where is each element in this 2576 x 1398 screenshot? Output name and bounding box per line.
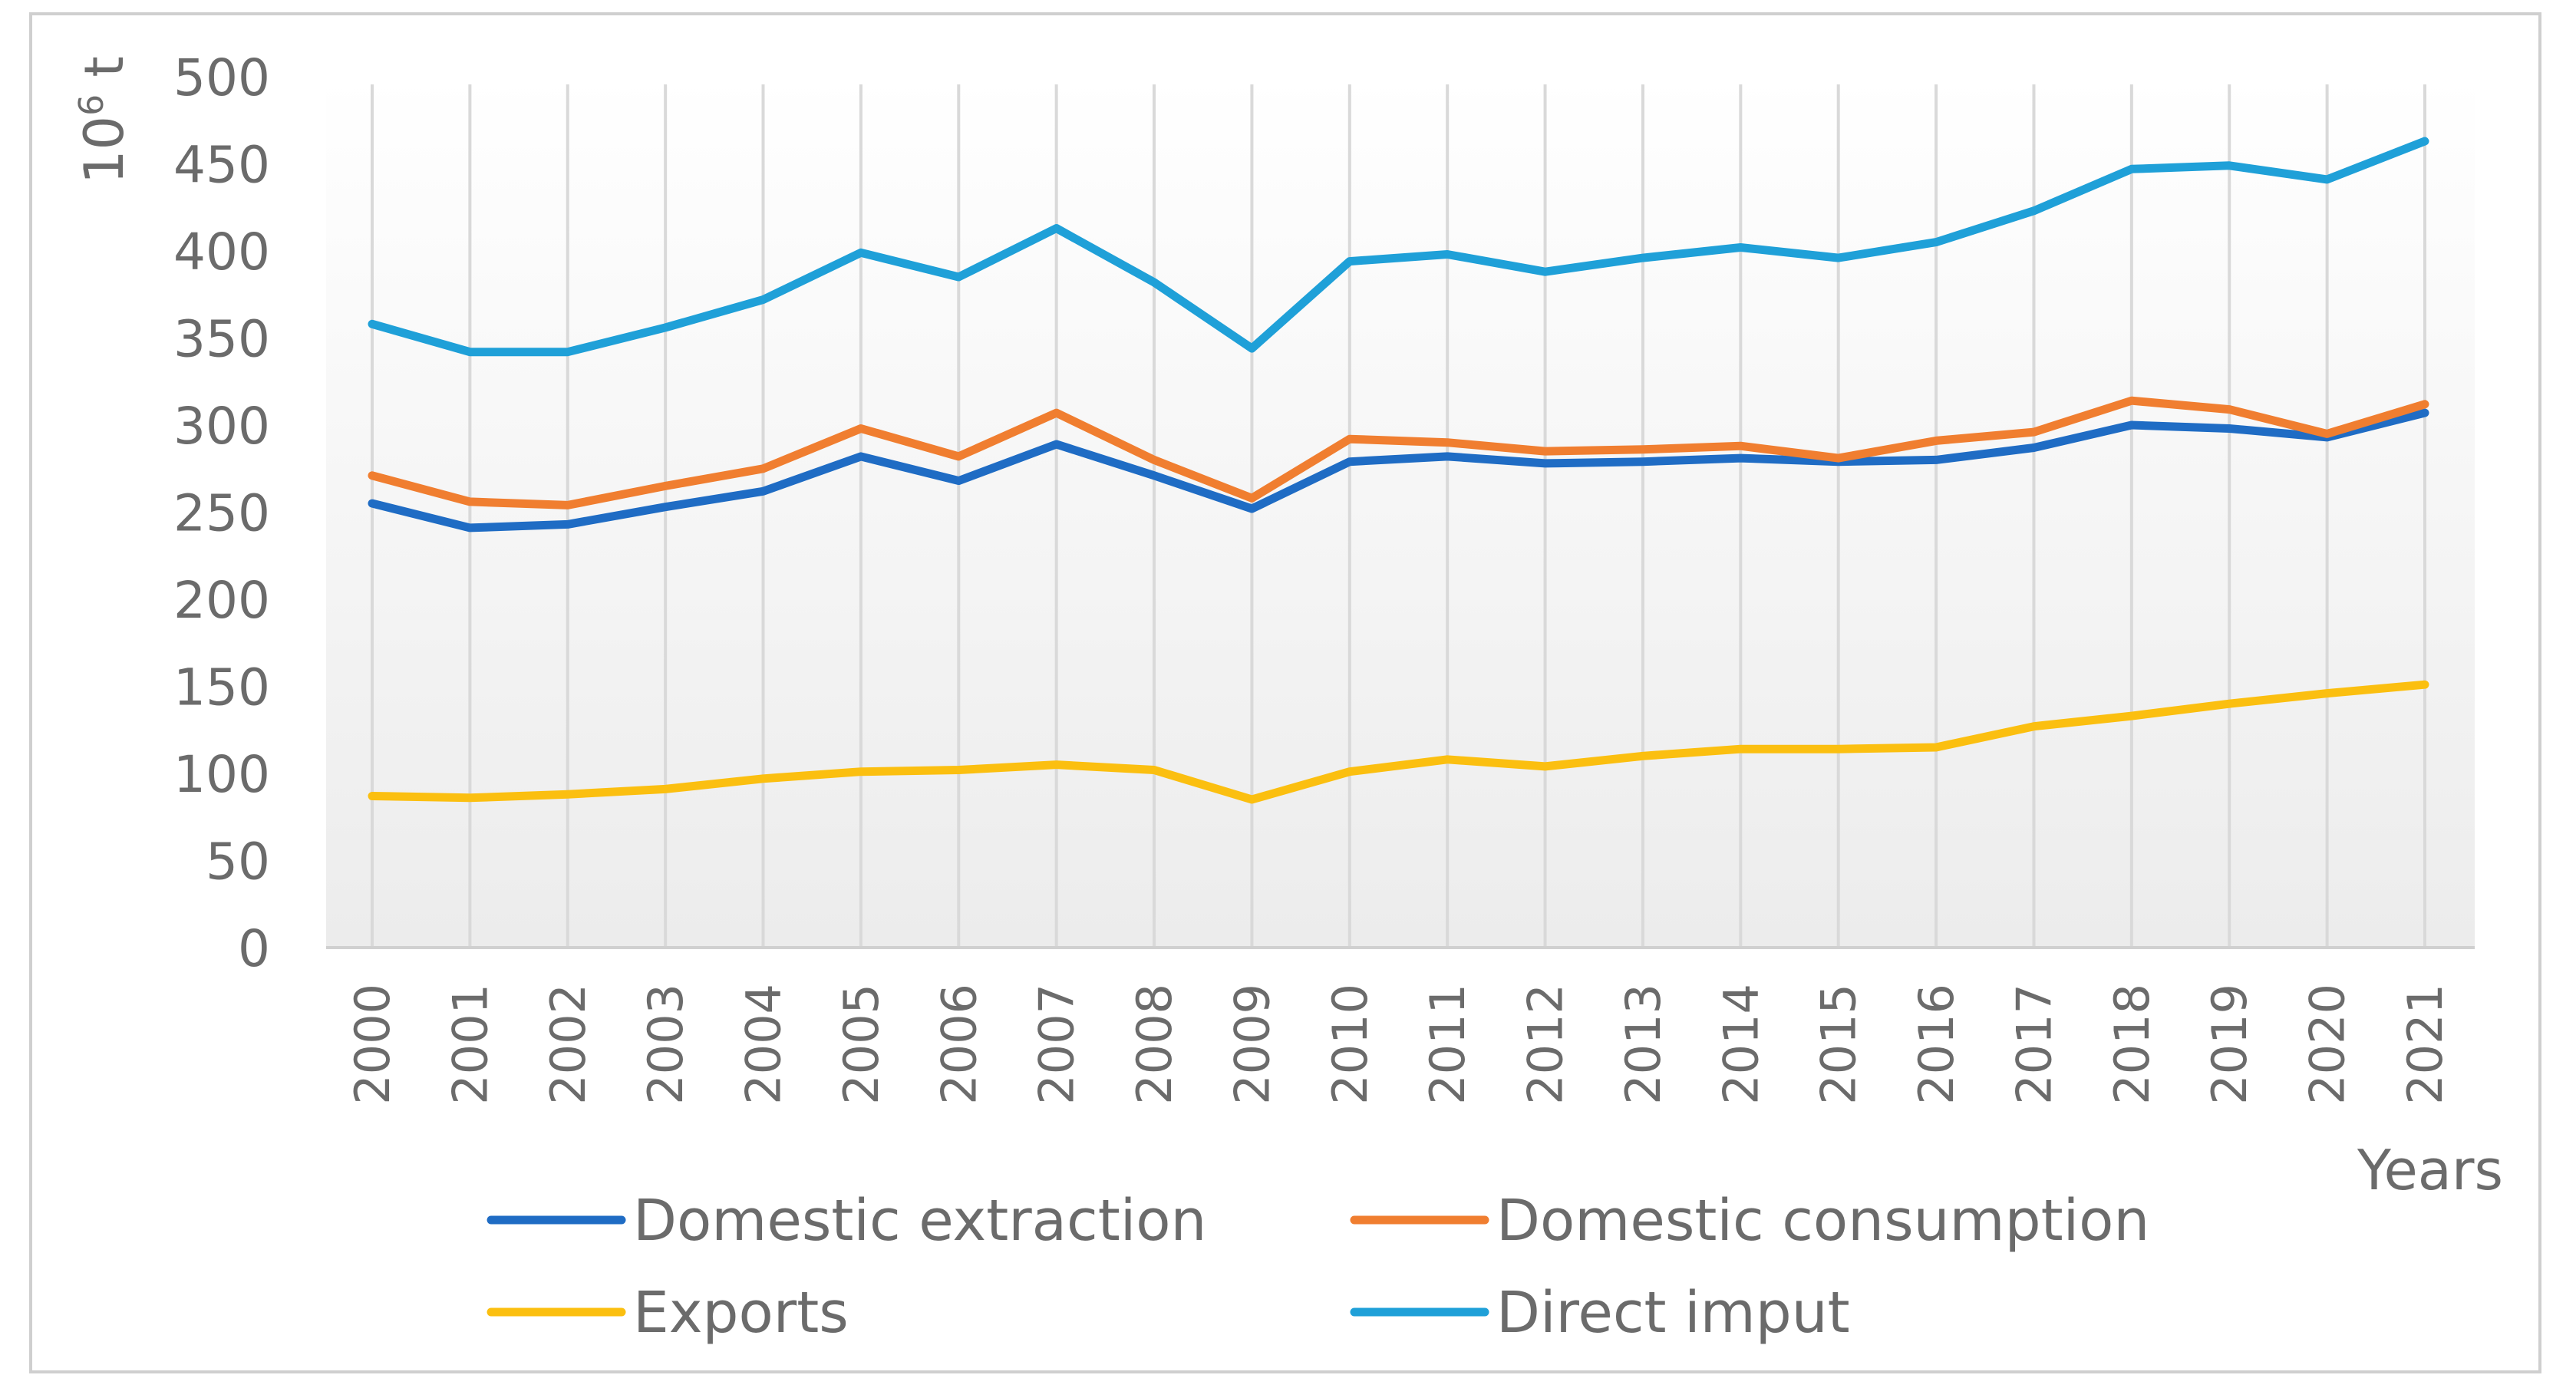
x-tick-label: 2002 (540, 984, 596, 1105)
y-axis-label: 106 t (72, 56, 136, 184)
y-tick-label: 500 (173, 48, 270, 107)
series-line-exports (368, 680, 2429, 804)
y-axis-ticks: 0 50 100 150 200 250 300 350 400 450 500 (173, 48, 270, 978)
x-tick-label: 2003 (638, 984, 694, 1105)
legend-label: Domestic consumption (1496, 1188, 2149, 1254)
x-tick-label: 2017 (2006, 984, 2062, 1105)
x-tick-label: 2010 (1322, 984, 1378, 1105)
x-tick-label: 2012 (1518, 984, 1574, 1105)
x-axis-label: Years (2357, 1138, 2503, 1202)
gridlines (371, 84, 2426, 948)
x-tick-label: 2015 (1811, 984, 1867, 1105)
x-tick-label: 2018 (2104, 984, 2160, 1105)
x-tick-label: 2020 (2300, 984, 2356, 1105)
x-tick-label: 2006 (931, 984, 987, 1105)
y-tick-label: 400 (173, 223, 270, 282)
y-tick-label: 150 (173, 658, 270, 717)
x-tick-label: 2008 (1126, 984, 1182, 1105)
y-tick-label: 350 (173, 310, 270, 369)
x-tick-label: 2011 (1420, 984, 1476, 1105)
legend-label: Direct imput (1496, 1280, 1850, 1346)
y-axis-label-superscript: 6 (72, 94, 111, 116)
x-tick-label: 2005 (833, 984, 889, 1105)
y-tick-label: 50 (206, 833, 270, 892)
x-tick-label: 2014 (1713, 984, 1769, 1105)
x-tick-label: 2000 (345, 984, 401, 1105)
x-tick-label: 2016 (1908, 984, 1964, 1105)
y-tick-label: 450 (173, 136, 270, 195)
y-tick-label: 200 (173, 571, 270, 630)
legend-label: Exports (633, 1280, 849, 1346)
x-tick-label: 2007 (1029, 984, 1085, 1105)
x-tick-label: 2009 (1224, 984, 1280, 1105)
y-tick-label: 100 (173, 745, 270, 804)
y-axis-label-unit: t (73, 56, 136, 94)
y-axis-label-base: 10 (73, 116, 136, 184)
y-tick-label: 250 (173, 484, 270, 543)
x-tick-label: 2004 (736, 984, 792, 1105)
series-line-domestic-extraction (368, 408, 2429, 532)
y-tick-label: 0 (238, 919, 270, 978)
x-tick-label: 2019 (2202, 984, 2258, 1105)
plot-area (326, 77, 2475, 948)
series-line-direct-imput (368, 137, 2429, 357)
x-tick-label: 2021 (2397, 984, 2453, 1105)
legend: Domestic extraction Domestic consumption E… (487, 1188, 2149, 1346)
legend-label: Domestic extraction (633, 1188, 1206, 1254)
x-tick-label: 2013 (1615, 984, 1671, 1105)
series-lines (368, 137, 2429, 804)
y-tick-label: 300 (173, 397, 270, 456)
series-line-domestic-consumption (368, 396, 2429, 509)
x-tick-label: 2001 (442, 984, 498, 1105)
x-axis-ticks: 2000 2001 2002 2003 2004 2005 2006 2007 2008 2009… (345, 984, 2453, 1105)
